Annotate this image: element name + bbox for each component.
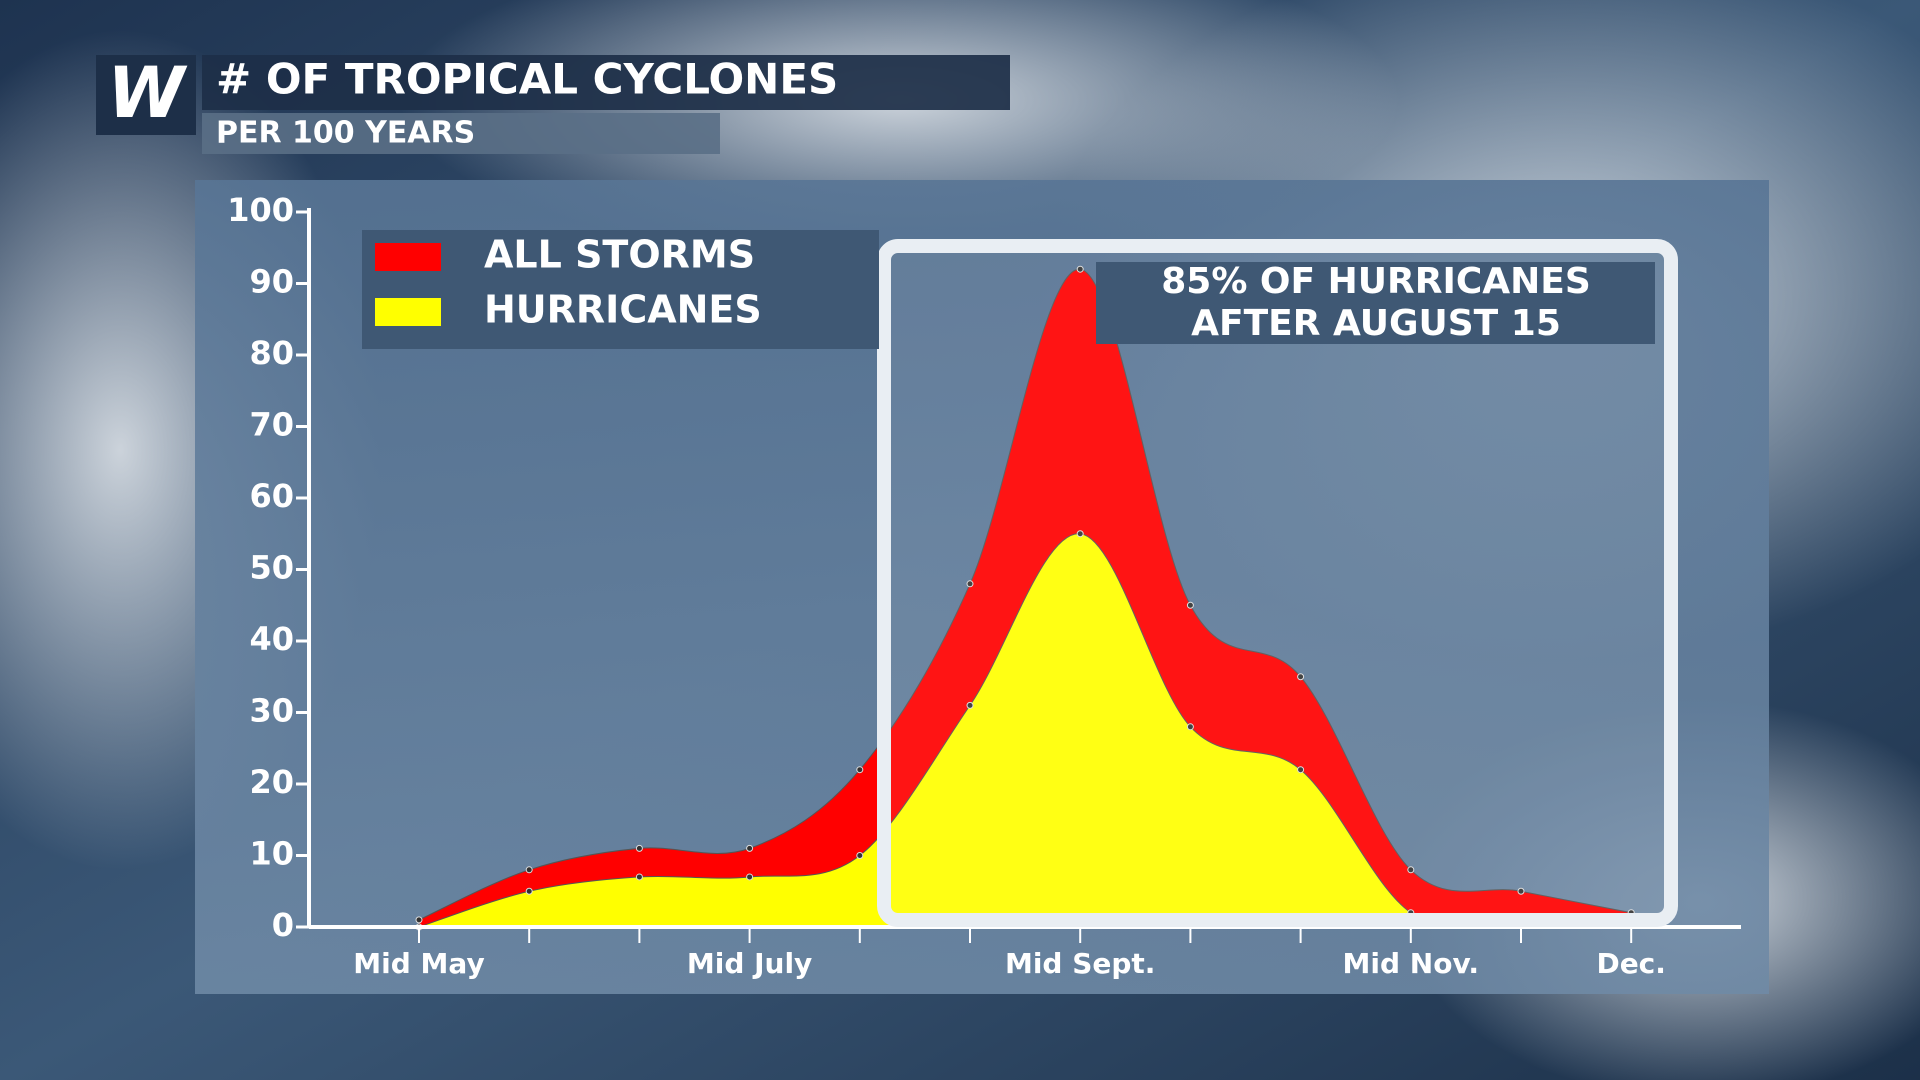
annotation: AFTER AUGUST 15 (1191, 303, 1561, 344)
y-tick-label: 70 (249, 406, 294, 444)
legend-label: HURRICANES (484, 288, 762, 332)
y-tick-label: 30 (249, 692, 294, 730)
point (856, 766, 864, 774)
point (856, 852, 864, 859)
point (1076, 265, 1084, 273)
subtitle-band (202, 113, 720, 154)
point (415, 916, 423, 924)
x-tick-label: Mid Nov. (1343, 947, 1480, 980)
legend-label: ALL STORMS (484, 233, 755, 277)
point (1517, 887, 1525, 895)
y-tick-label: 10 (249, 835, 294, 873)
y-tick-label: 100 (227, 191, 294, 229)
y-tick-label: 20 (249, 763, 294, 801)
y-tick-label: 80 (249, 334, 294, 372)
point (1297, 766, 1305, 774)
y-tick-label: 0 (272, 906, 294, 944)
legend (362, 230, 879, 349)
x-tick-label: Mid Sept. (1005, 947, 1155, 980)
point (635, 844, 643, 852)
highlight-box (877, 239, 1678, 927)
chart-title: # OF TROPICAL CYCLONES (216, 55, 838, 104)
point (746, 844, 754, 852)
point (966, 580, 974, 588)
point (966, 701, 974, 709)
point (525, 866, 533, 874)
x-tick-label: Mid July (687, 947, 812, 980)
point (1076, 530, 1084, 538)
y-tick-label: 60 (249, 477, 294, 515)
point (635, 873, 643, 881)
point (1186, 723, 1194, 731)
point (1297, 673, 1305, 681)
title-band (202, 55, 1010, 110)
point (525, 887, 533, 895)
x-tick-label: Dec. (1596, 947, 1665, 980)
x-tick-label: Mid May (353, 947, 484, 980)
annotation-box (1096, 262, 1655, 344)
logo-box (96, 55, 196, 135)
legend-swatch (375, 243, 441, 271)
y-tick-label: 50 (249, 549, 294, 587)
chart-subtitle: PER 100 YEARS (216, 116, 475, 151)
y-tick-label: 90 (249, 263, 294, 301)
logo: W (107, 52, 188, 134)
point (1407, 866, 1415, 874)
annotation: 85% OF HURRICANES (1161, 261, 1591, 302)
legend-swatch (375, 298, 441, 326)
point (746, 873, 754, 881)
y-tick-label: 40 (249, 620, 294, 658)
point (1186, 601, 1194, 609)
